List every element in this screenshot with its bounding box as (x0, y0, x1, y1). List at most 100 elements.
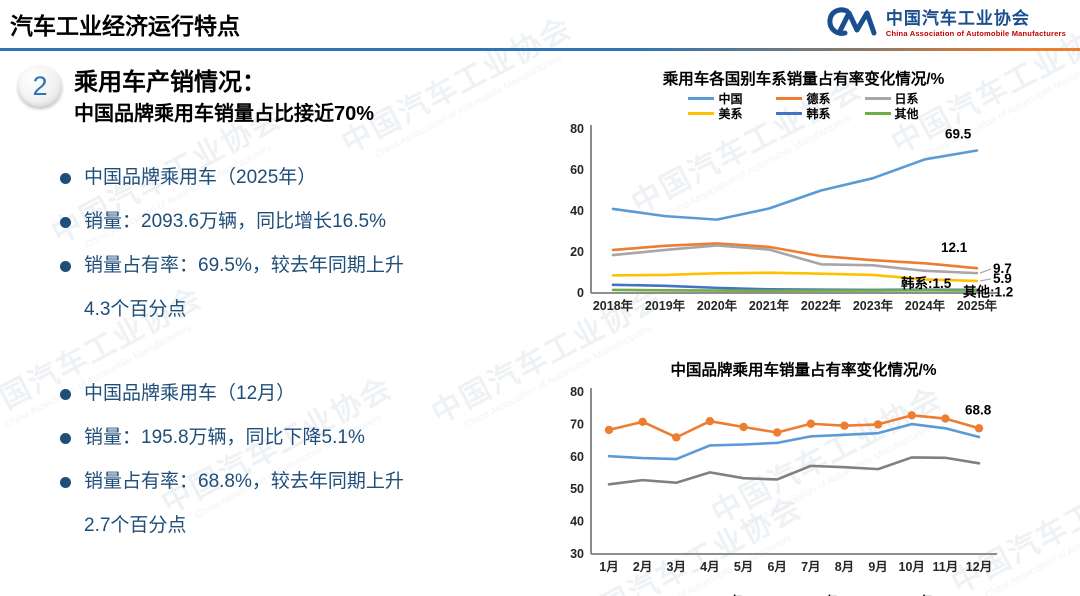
section-subheading: 中国品牌乘用车销量占比接近70% (74, 103, 375, 126)
bottom-chart-title: 中国品牌乘用车销量占有率变化情况/% (670, 362, 937, 379)
legend-label: 2024年 (799, 592, 838, 596)
caam-logo: 中国汽车工业协会 China Association of Automobile… (826, 6, 1066, 43)
china-brand-monthly-share-chart: 30 40 50 60 70 80 1月 2月 3月 4月 5月 6月 7月 8月 9月 10月 11月 12月 6… (570, 385, 997, 574)
x-tick-label: 2025年 (957, 298, 998, 313)
bullet-dot-icon (60, 261, 71, 273)
y-tick-label: 50 (570, 482, 584, 496)
series-line-美系 (611, 271, 979, 283)
bullet-item: 4.3个百分点 (60, 297, 545, 323)
y-tick-label: 40 (570, 204, 584, 218)
series-marker-2025年 (873, 420, 883, 429)
y-tick-label: 40 (570, 515, 584, 529)
series-marker-2025年 (941, 414, 950, 423)
series-marker-2025年 (840, 421, 849, 430)
bullet-item: 2.7个百分点 (60, 513, 545, 539)
bottom-chart-block: 中国品牌乘用车销量占有率变化情况/% 30 40 50 60 70 80 1月 2月 3月 4月 5… (553, 358, 1074, 596)
header-divider (0, 48, 1080, 51)
bullet-text: 中国品牌乘用车（2025年） (84, 167, 317, 189)
legend-swatch-icon (864, 97, 891, 100)
series-marker-2025年 (907, 411, 916, 420)
right-panel: 乘用车各国别车系销量占有率变化情况/% 中国 美系 德系 韩系 日系 其他 0 20 40 60… (545, 51, 1080, 596)
series-line-2025年 (607, 414, 981, 439)
y-tick-label: 0 (577, 286, 584, 300)
legend-item-其他: 其他 (864, 106, 919, 121)
y-tick-label: 80 (570, 385, 584, 399)
caam-logo-mark-icon (826, 6, 878, 43)
left-panel: 2 乘用车产销情况： 中国品牌乘用车销量占比接近70% 中国品牌乘用车（2025… (0, 51, 545, 596)
x-tick-label: 2024年 (905, 298, 946, 313)
bullet-item: 销量占有率：68.8%，较去年同期上升 (60, 469, 545, 495)
x-tick-label: 2018年 (593, 298, 634, 313)
top-chart-legend: 中国 美系 德系 韩系 日系 其他 (553, 91, 1054, 121)
top-chart-block: 乘用车各国别车系销量占有率变化情况/% 中国 美系 德系 韩系 日系 其他 0 20 40 60… (553, 67, 1074, 328)
caam-logo-text: 中国汽车工业协会 China Association of Automobile… (885, 9, 1066, 37)
x-tick-label: 1月 (599, 560, 618, 574)
bullet-dot-icon (60, 433, 71, 445)
bullet-item: 销量：2093.6万辆，同比增长16.5% (60, 209, 545, 235)
legend-swatch-icon (776, 97, 803, 100)
series-marker-2025年 (772, 428, 782, 437)
series-line-中国 (611, 149, 979, 221)
page-title: 汽车工业经济运行特点 (10, 13, 240, 39)
x-tick-label: 9月 (868, 560, 887, 574)
y-tick-label: 70 (570, 417, 584, 431)
y-tick-label: 20 (570, 245, 584, 259)
bullet-dot-icon (60, 173, 71, 185)
main-content: 2 乘用车产销情况： 中国品牌乘用车销量占比接近70% 中国品牌乘用车（2025… (0, 51, 1080, 596)
bullet-text: 4.3个百分点 (84, 299, 187, 321)
top-chart-title: 乘用车各国别车系销量占有率变化情况/% (662, 71, 945, 88)
series-line-其他 (611, 288, 979, 293)
data-label: 5.9 (993, 271, 1012, 286)
x-tick-label: 2月 (633, 560, 652, 574)
section-head: 2 乘用车产销情况： 中国品牌乘用车销量占比接近70% (18, 65, 545, 129)
y-tick-label: 60 (570, 163, 584, 177)
legend-swatch-icon (688, 97, 715, 100)
data-label: 其他:1.2 (963, 284, 1013, 300)
bottom-chart-legend: 2023年 2024年 2025年 (553, 593, 1054, 596)
series-marker-2025年 (974, 424, 984, 433)
data-label: 12.1 (941, 240, 968, 255)
series-line-2024年 (607, 422, 981, 461)
legend-label: 其他 (894, 107, 919, 121)
bullet-item: 中国品牌乘用车（2025年） (60, 165, 545, 191)
x-tick-label: 11月 (933, 560, 959, 574)
x-tick-label: 2020年 (697, 298, 738, 313)
legend-item-2025年: 2025年 (864, 593, 933, 596)
x-tick-label: 7月 (801, 560, 820, 574)
legend-swatch-icon (776, 112, 803, 115)
bullet-text: 中国品牌乘用车（12月） (84, 383, 296, 405)
bullet-text: 销量：195.8万辆，同比下降5.1% (84, 427, 365, 449)
bullet-text: 2.7个百分点 (84, 515, 187, 537)
legend-column: 2025年 (864, 593, 933, 596)
legend-item-日系: 日系 (864, 91, 919, 106)
x-tick-label: 10月 (899, 560, 925, 574)
series-line-日系 (611, 244, 979, 275)
legend-column: 2023年 (674, 593, 743, 596)
data-label: 韩系:1.5 (901, 275, 952, 291)
x-tick-label: 5月 (734, 560, 753, 574)
series-line-2023年 (607, 456, 981, 486)
legend-column: 中国 美系 (688, 91, 742, 121)
x-tick-label: 2022年 (801, 298, 842, 313)
section-heading: 乘用车产销情况： (74, 69, 266, 96)
bullet-item: 销量：195.8万辆，同比下降5.1% (60, 425, 545, 451)
x-tick-label: 12月 (966, 560, 992, 574)
x-tick-label: 3月 (667, 560, 686, 574)
x-tick-label: 2019年 (645, 298, 686, 313)
legend-item-德系: 德系 (776, 91, 831, 106)
legend-label: 德系 (806, 92, 831, 106)
legend-swatch-icon (864, 112, 891, 115)
data-label: 69.5 (945, 127, 972, 142)
x-tick-label: 6月 (767, 560, 786, 574)
x-tick-label: 2021年 (749, 298, 790, 313)
legend-label: 2023年 (704, 592, 743, 596)
y-tick-label: 80 (570, 122, 584, 136)
bullet-dot-icon (60, 389, 71, 401)
logo-zh-label: 中国汽车工业协会 (885, 9, 1030, 29)
legend-item-2023年: 2023年 (674, 593, 743, 596)
legend-item-韩系: 韩系 (776, 106, 831, 121)
bullet-dot-icon (60, 477, 71, 489)
bullet-text: 销量：2093.6万辆，同比增长16.5% (84, 211, 386, 233)
legend-column: 2024年 (769, 593, 838, 596)
data-label: 68.8 (965, 402, 992, 417)
